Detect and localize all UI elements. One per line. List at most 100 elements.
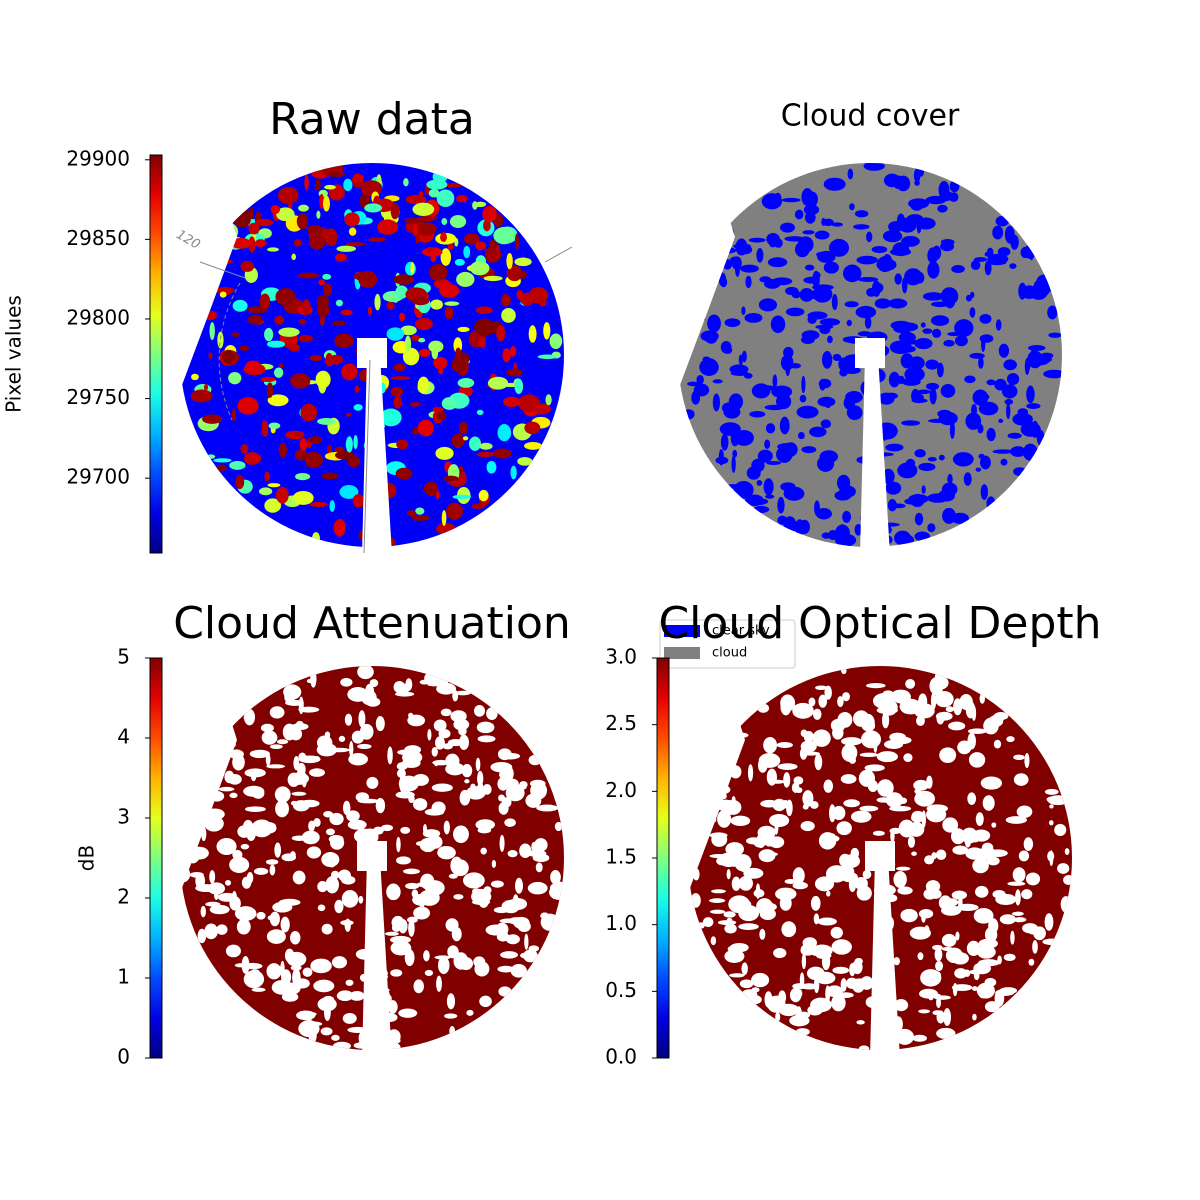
image-blob	[781, 921, 797, 938]
image-blob	[998, 713, 1004, 724]
image-blob	[967, 728, 987, 734]
image-blob	[476, 721, 495, 734]
image-blob	[892, 242, 910, 257]
image-blob	[954, 319, 974, 337]
image-blob	[978, 846, 997, 861]
image-blob	[292, 800, 310, 812]
image-blob	[733, 429, 754, 446]
image-blob	[248, 236, 256, 253]
image-blob	[937, 204, 948, 213]
image-blob	[841, 737, 863, 746]
image-blob	[298, 752, 307, 762]
image-blob	[731, 256, 742, 270]
image-blob	[269, 911, 280, 927]
colorbar-tick-label: 3	[117, 805, 130, 829]
image-blob	[711, 889, 726, 894]
image-blob	[883, 797, 897, 804]
image-blob	[266, 764, 285, 769]
image-blob	[749, 410, 766, 418]
image-blob	[412, 202, 435, 216]
image-blob	[760, 301, 772, 310]
image-blob	[506, 265, 523, 282]
image-blob	[405, 882, 420, 890]
image-blob	[984, 260, 992, 276]
image-blob	[313, 818, 321, 827]
image-blob	[796, 405, 819, 419]
image-mask	[357, 338, 387, 368]
image-blob	[806, 191, 819, 207]
image-blob	[471, 503, 485, 509]
image-blob	[1028, 958, 1035, 966]
panel-title: Cloud Attenuation	[173, 598, 571, 649]
image-blob	[712, 393, 721, 412]
image-blob	[986, 496, 996, 511]
image-blob	[973, 257, 988, 262]
image-blob	[528, 754, 542, 766]
image-blob	[313, 979, 335, 993]
image-blob	[504, 818, 516, 827]
image-blob	[925, 359, 939, 370]
image-blob	[240, 444, 249, 454]
colorbar-tick-label: 29800	[66, 305, 130, 329]
image-blob	[418, 348, 431, 358]
image-blob	[778, 1003, 799, 1017]
image-blob	[204, 923, 218, 940]
image-blob	[900, 908, 918, 923]
image-blob	[317, 997, 337, 1012]
image-blob	[747, 764, 754, 782]
image-blob	[759, 928, 766, 940]
image-blob	[468, 436, 482, 451]
image-blob	[353, 173, 364, 183]
image-blob	[913, 168, 921, 183]
image-blob	[299, 452, 307, 460]
image-blob	[403, 178, 409, 187]
image-blob	[418, 191, 424, 197]
image-blob	[414, 318, 433, 331]
image-blob	[231, 890, 237, 906]
image-blob	[1031, 420, 1039, 438]
image-blob	[828, 530, 838, 541]
image-blob	[914, 790, 936, 807]
image-blob	[386, 301, 395, 310]
image-blob	[987, 800, 994, 805]
image-blob	[331, 870, 340, 879]
image-blob	[390, 969, 403, 977]
image-blob	[1020, 246, 1031, 259]
image-blob	[939, 191, 954, 201]
image-blob	[846, 405, 863, 421]
image-blob	[432, 406, 444, 412]
image-blob	[499, 752, 521, 760]
image-blob	[472, 899, 491, 905]
image-blob	[964, 831, 972, 848]
image-blob	[876, 751, 898, 763]
image-blob	[485, 924, 507, 936]
image-blob	[364, 203, 383, 213]
colorbar-tick-label: 2	[117, 885, 130, 909]
image-blob	[802, 230, 815, 235]
image-blob	[406, 510, 417, 517]
image-blob	[510, 963, 527, 978]
image-blob	[861, 713, 875, 732]
image-blob	[888, 298, 908, 309]
image-blob	[1000, 458, 1008, 466]
image-blob	[930, 692, 937, 710]
image-blob	[929, 677, 944, 695]
image-blob	[428, 835, 443, 849]
image-blob	[801, 983, 818, 990]
image-blob	[245, 360, 262, 373]
image-blob	[190, 373, 199, 381]
polar-grid	[544, 246, 573, 263]
image-mask	[855, 338, 885, 368]
image-blob	[299, 1011, 317, 1017]
image-blob	[926, 806, 947, 823]
image-blob	[444, 1013, 458, 1019]
image-blob	[290, 931, 301, 945]
image-blob	[281, 853, 297, 862]
image-blob	[757, 449, 773, 463]
image-blob	[1012, 867, 1026, 883]
image-blob	[479, 442, 493, 450]
image-blob	[908, 821, 925, 837]
image-blob	[765, 423, 776, 434]
image-blob	[927, 418, 949, 424]
image-blob	[264, 327, 274, 342]
